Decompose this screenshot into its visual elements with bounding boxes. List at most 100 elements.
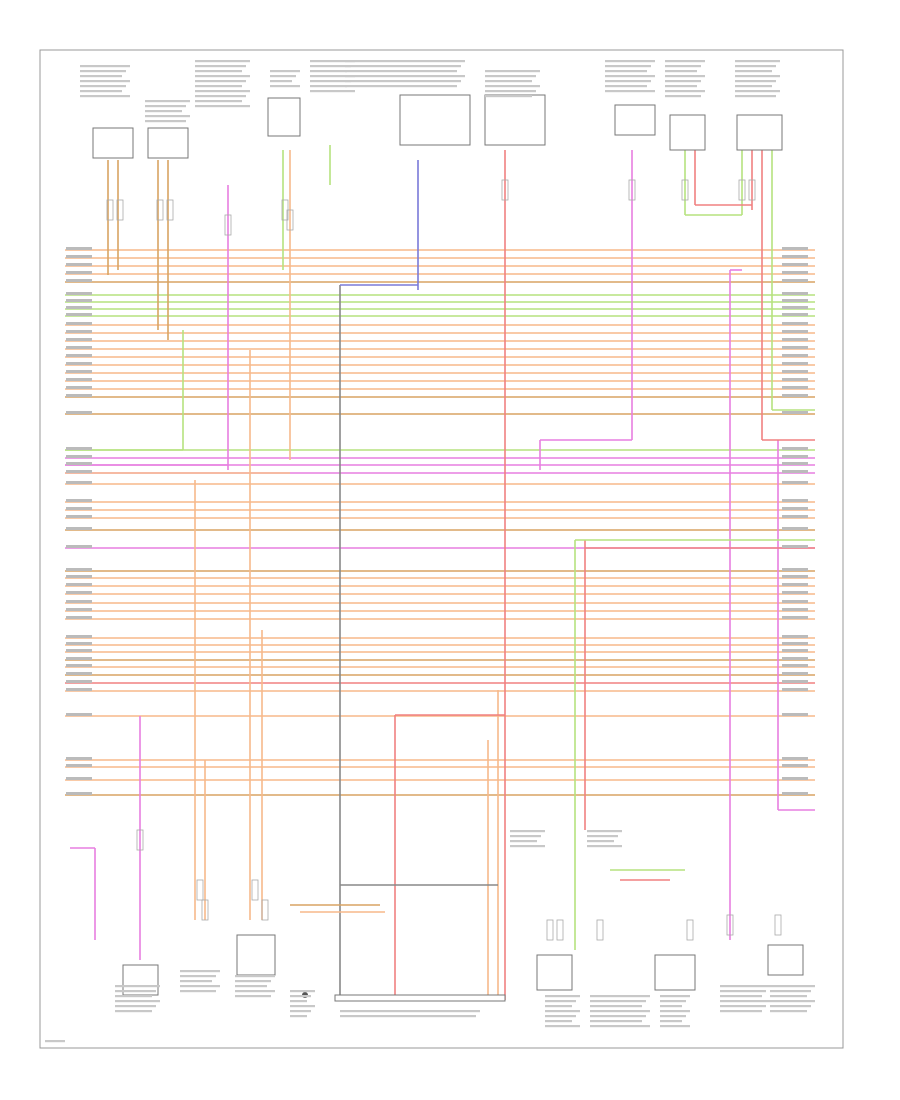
- component: [736, 114, 783, 151]
- label-placeholder: [485, 80, 532, 83]
- wire-label: [782, 411, 808, 414]
- component: [767, 944, 804, 976]
- label-placeholder: [660, 995, 690, 998]
- label-placeholder: [80, 80, 130, 83]
- wire-label: [66, 470, 92, 473]
- label-placeholder: [545, 1005, 572, 1008]
- label-placeholder: [770, 1000, 815, 1003]
- wire-label: [66, 664, 92, 667]
- label-placeholder: [290, 1005, 315, 1008]
- label-placeholder: [345, 70, 457, 73]
- label-placeholder: [180, 990, 216, 993]
- wire-label: [782, 635, 808, 638]
- pin: [136, 829, 144, 851]
- wire-label: [66, 481, 92, 484]
- label-placeholder: [545, 1000, 576, 1003]
- label-placeholder: [735, 90, 780, 93]
- label-placeholder: [735, 75, 780, 78]
- wire-label: [66, 591, 92, 594]
- label-placeholder: [235, 980, 271, 983]
- wire-label: [782, 680, 808, 683]
- label-placeholder: [80, 70, 126, 73]
- label-placeholder: [590, 1010, 650, 1013]
- wire-label: [782, 271, 808, 274]
- wire-label: [782, 306, 808, 309]
- wire-label: [66, 263, 92, 266]
- pin: [196, 879, 204, 901]
- wire-label: [66, 649, 92, 652]
- wire-label: [782, 378, 808, 381]
- component: [669, 114, 706, 151]
- label-placeholder: [80, 75, 122, 78]
- wire-label: [782, 330, 808, 333]
- pin: [286, 209, 294, 231]
- wire-label: [782, 481, 808, 484]
- label-placeholder: [605, 90, 655, 93]
- label-placeholder: [195, 75, 250, 78]
- label-placeholder: [180, 980, 212, 983]
- wire-label: [66, 447, 92, 450]
- wire-label: [782, 507, 808, 510]
- label-placeholder: [195, 60, 250, 63]
- wire-label: [66, 635, 92, 638]
- wire-label: [782, 322, 808, 325]
- label-placeholder: [235, 990, 275, 993]
- pin: [686, 919, 694, 941]
- label-placeholder: [195, 100, 242, 103]
- components: [45, 60, 815, 1043]
- wire-label: [66, 657, 92, 660]
- label-placeholder: [45, 1040, 65, 1043]
- wire-label: [66, 527, 92, 530]
- label-placeholder: [345, 65, 461, 68]
- label-placeholder: [485, 70, 540, 73]
- label-placeholder: [345, 60, 465, 63]
- wire-label: [66, 279, 92, 282]
- wire-label: [66, 616, 92, 619]
- wire-label: [66, 354, 92, 357]
- pin: [106, 199, 114, 221]
- wire-label: [66, 370, 92, 373]
- label-placeholder: [545, 1010, 580, 1013]
- wire-label: [66, 247, 92, 250]
- label-placeholder: [235, 975, 275, 978]
- label-placeholder: [665, 75, 705, 78]
- label-placeholder: [145, 100, 190, 103]
- label-placeholder: [80, 65, 130, 68]
- wire-label: [782, 527, 808, 530]
- label-placeholder: [235, 995, 271, 998]
- wire-label: [66, 362, 92, 365]
- label-placeholder: [290, 1000, 307, 1003]
- label-placeholder: [590, 1015, 646, 1018]
- wire-label: [782, 394, 808, 397]
- pin: [628, 179, 636, 201]
- label-placeholder: [195, 65, 246, 68]
- label-placeholder: [770, 985, 815, 988]
- label-placeholder: [310, 90, 355, 93]
- wire-label: [66, 792, 92, 795]
- label-placeholder: [735, 80, 776, 83]
- wire-label: [782, 263, 808, 266]
- wire-label: [782, 649, 808, 652]
- wire-label: [66, 568, 92, 571]
- label-placeholder: [735, 60, 780, 63]
- label-placeholder: [115, 985, 160, 988]
- pin: [251, 879, 259, 901]
- label-placeholder: [720, 1000, 770, 1003]
- wire-label: [66, 306, 92, 309]
- label-placeholder: [115, 990, 156, 993]
- wire-label: [782, 447, 808, 450]
- label-placeholder: [510, 845, 545, 848]
- label-placeholder: [720, 1005, 766, 1008]
- wire-label: [782, 568, 808, 571]
- wire-label: [782, 591, 808, 594]
- label-placeholder: [605, 65, 651, 68]
- wire-label: [66, 346, 92, 349]
- label-placeholder: [485, 75, 536, 78]
- label-placeholder: [587, 835, 618, 838]
- wire-label: [66, 322, 92, 325]
- label-placeholder: [735, 70, 772, 73]
- pin: [556, 919, 564, 941]
- label-placeholder: [665, 90, 705, 93]
- label-placeholder: [290, 1015, 307, 1018]
- label-placeholder: [310, 80, 351, 83]
